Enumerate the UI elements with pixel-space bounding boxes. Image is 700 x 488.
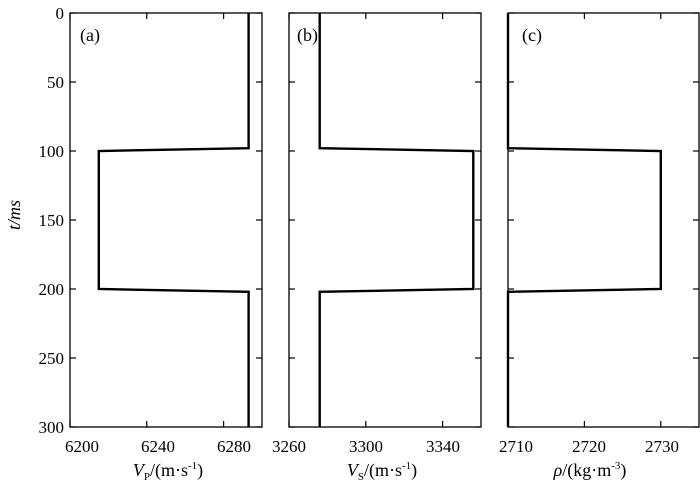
x-axis-title-c: ρ/(kg·m-3) bbox=[553, 460, 627, 481]
plot-frame-c bbox=[507, 12, 700, 428]
xlabel-var: ρ bbox=[553, 460, 563, 480]
series-line-panel-a bbox=[97, 13, 250, 427]
xtick-label: 2710 bbox=[499, 437, 533, 456]
xtick-label: 3260 bbox=[272, 437, 306, 456]
xlabel-unit: /(m·s bbox=[364, 460, 402, 481]
ytick-label: 50 bbox=[47, 73, 64, 92]
xlabel-superscript: -3 bbox=[611, 460, 621, 472]
xtick-label: 3300 bbox=[349, 437, 383, 456]
xlabel-superscript: -1 bbox=[188, 460, 197, 472]
xtick-label: 2720 bbox=[572, 437, 606, 456]
series-line-panel-c bbox=[506, 13, 662, 427]
data-lines bbox=[97, 13, 662, 427]
xtick-labels-c: 2710 2720 2730 bbox=[499, 437, 679, 456]
panel-a: (a) 0 50 100 150 200 250 300 6200 6240 6… bbox=[39, 4, 263, 483]
xtick-label: 3340 bbox=[426, 437, 460, 456]
x-axis-title-b: VS/(m·s-1) bbox=[347, 460, 417, 483]
panel-label-c: (c) bbox=[522, 25, 542, 46]
xlabel-close: ) bbox=[411, 460, 417, 481]
xtick-label: 6240 bbox=[141, 437, 175, 456]
panel-label-b: (b) bbox=[297, 25, 318, 46]
ytick-labels: 0 50 100 150 200 250 300 bbox=[39, 4, 65, 437]
y-axis-title: t/ms bbox=[4, 200, 24, 230]
panel-b: (b) 3260 3300 3340 VS/(m·s-1) bbox=[272, 12, 482, 483]
xtick-label: 6200 bbox=[65, 437, 99, 456]
xlabel-close: ) bbox=[197, 460, 203, 481]
xtick-label: 2730 bbox=[645, 437, 679, 456]
panel-c: (c) 2710 2720 2730 ρ/(kg·m-3) bbox=[499, 12, 700, 481]
tick-marks bbox=[69, 12, 699, 428]
ytick-label: 100 bbox=[39, 142, 65, 161]
series-line-panel-b bbox=[318, 13, 475, 427]
xtick-labels-a: 6200 6240 6280 bbox=[65, 437, 251, 456]
ytick-label: 150 bbox=[39, 211, 65, 230]
ytick-label: 200 bbox=[39, 280, 65, 299]
xtick-labels-b: 3260 3300 3340 bbox=[272, 437, 460, 456]
plot-frame-b bbox=[288, 12, 482, 428]
ytick-label: 300 bbox=[39, 418, 65, 437]
x-axis-title-a: VP/(m·s-1) bbox=[133, 460, 203, 483]
xlabel-unit: /(kg·m bbox=[562, 460, 611, 481]
xlabel-unit: /(m·s bbox=[150, 460, 188, 481]
panel-label-a: (a) bbox=[80, 25, 100, 46]
xlabel-var: V bbox=[347, 460, 360, 480]
xlabel-subscript: S bbox=[358, 471, 364, 483]
xlabel-var: V bbox=[133, 460, 146, 480]
xlabel-subscript: P bbox=[144, 471, 150, 483]
y-axis-title-var: t/ms bbox=[4, 200, 24, 230]
xlabel-close: ) bbox=[620, 460, 626, 481]
ytick-label: 0 bbox=[56, 4, 65, 23]
ytick-label: 250 bbox=[39, 349, 65, 368]
xtick-label: 6280 bbox=[217, 437, 251, 456]
xlabel-superscript: -1 bbox=[402, 460, 411, 472]
